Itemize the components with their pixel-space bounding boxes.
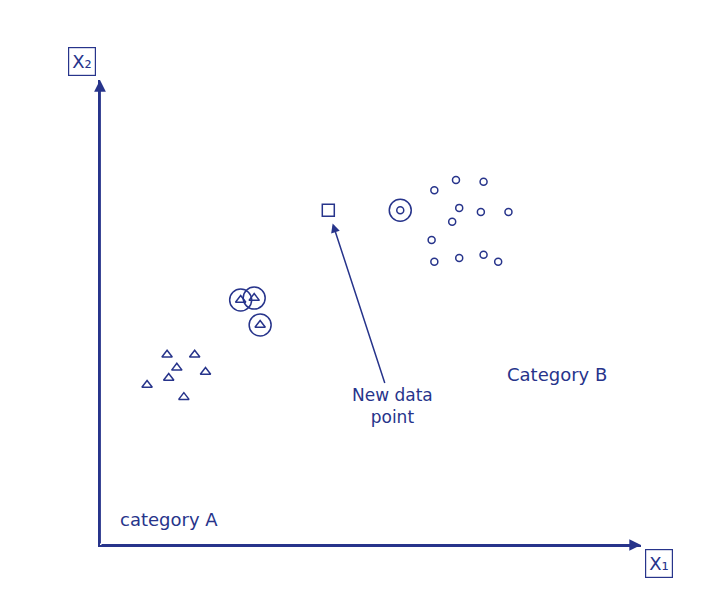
svg-text:category A: category A <box>120 509 218 530</box>
svg-text:X₁: X₁ <box>649 553 669 574</box>
svg-text:X₂: X₂ <box>72 51 92 72</box>
svg-text:New datapoint: New datapoint <box>352 385 433 427</box>
svg-text:Category B: Category B <box>507 364 607 385</box>
